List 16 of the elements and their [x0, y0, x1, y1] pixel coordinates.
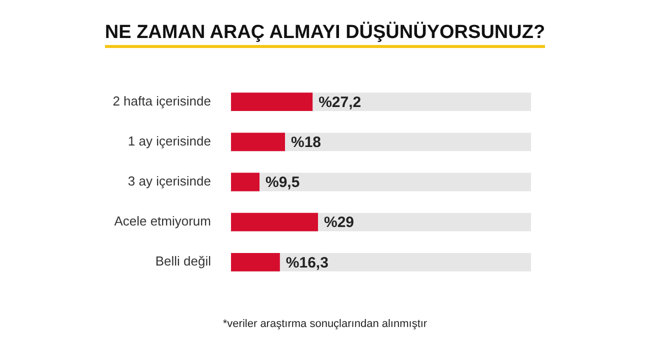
y-tick-label: 3 ay içerisinde: [128, 174, 211, 189]
text: *veriler araştırma sonuçlarından alınmıştır: [222, 318, 428, 330]
data-label: %16,3: [286, 254, 328, 272]
y-tick-label: Acele etmiyorum: [114, 214, 211, 229]
bar: [231, 132, 285, 152]
y-tick-label: Belli değil: [155, 254, 212, 269]
bar: [231, 172, 260, 192]
data-label: %18: [291, 134, 322, 152]
chart-title: NE ZAMAN ARAÇ ALMAYI DÜŞÜNÜYORSUNUZ?: [104, 22, 546, 44]
y-tick-label: 1 ay içerisinde: [128, 134, 211, 148]
y-tick-label: 2 hafta içerisinde: [112, 93, 211, 108]
data-label: %9,5: [266, 174, 300, 192]
data-label: %29: [324, 214, 354, 232]
bar: [231, 212, 318, 232]
bar: [231, 252, 280, 272]
data-label: %27,2: [318, 94, 362, 111]
